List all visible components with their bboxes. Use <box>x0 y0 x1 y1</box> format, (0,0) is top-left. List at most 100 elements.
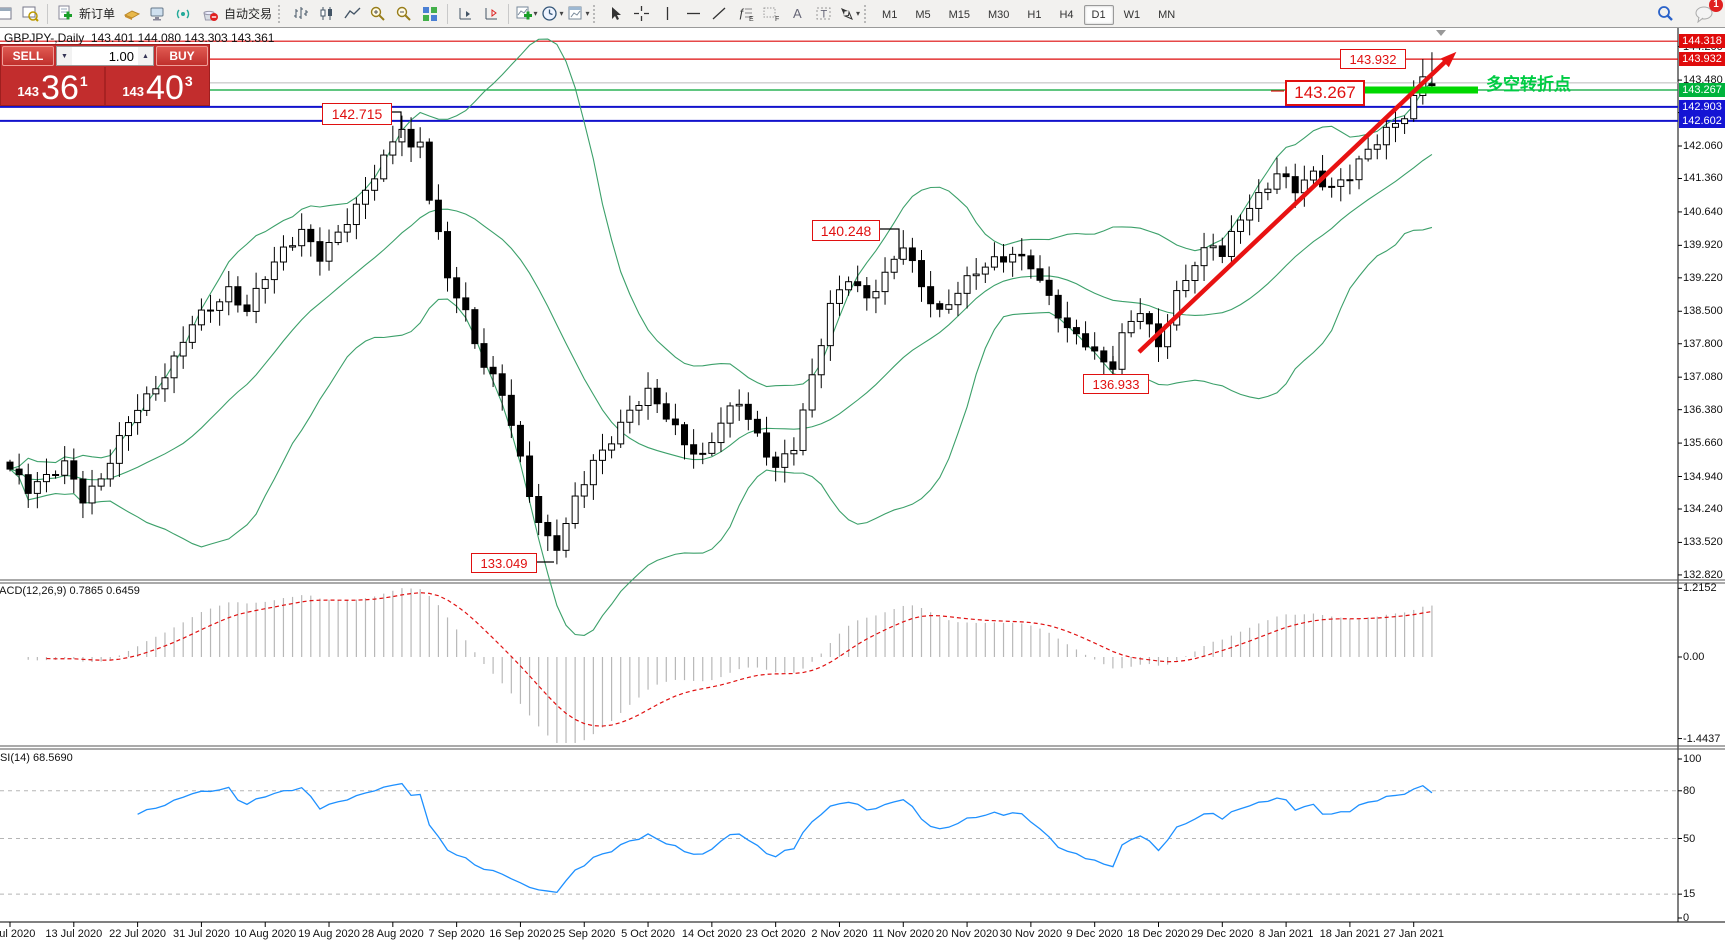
price-axis-tick: 137.800 <box>1683 337 1723 350</box>
date-axis-label: 22 Jul 2020 <box>109 928 167 940</box>
date-axis-label: 30 Nov 2020 <box>999 928 1063 940</box>
trendline-icon[interactable] <box>707 3 731 25</box>
timeframe-m1[interactable]: M1 <box>882 8 898 21</box>
price-level-badge: 143.932 <box>1679 52 1725 67</box>
navigator-icon[interactable] <box>146 3 170 25</box>
market-watch-icon[interactable] <box>120 3 144 25</box>
price-axis-tick: 140.640 <box>1683 205 1723 218</box>
date-axis-label: 2 Jul 2020 <box>0 928 36 940</box>
sell-price[interactable]: 143 36 1 <box>1 67 106 105</box>
svg-text:T: T <box>820 9 827 21</box>
sell-button[interactable]: SELL <box>2 46 54 66</box>
date-axis-label: 16 Sep 2020 <box>489 928 552 940</box>
timeframe-m15[interactable]: M15 <box>948 8 970 21</box>
price-axis-tick: 142.060 <box>1683 140 1723 152</box>
price-callout: 140.248 <box>812 220 880 241</box>
crosshair-icon[interactable] <box>629 3 653 25</box>
candlestick-chart-icon[interactable] <box>314 3 338 25</box>
autotrading-label[interactable]: 自动交易 <box>224 7 273 21</box>
date-axis-label: 18 Dec 2020 <box>1127 928 1190 940</box>
vline-icon[interactable] <box>655 3 679 25</box>
toolbar-handle <box>864 4 869 23</box>
timeframe-h1[interactable]: H1 <box>1027 8 1042 21</box>
date-axis-label: 13 Jul 2020 <box>45 928 103 940</box>
hline-icon[interactable] <box>681 3 705 25</box>
macd-axis-tick: -1.4437 <box>1683 732 1721 745</box>
volume-stepper: ▼ ▲ <box>56 46 154 66</box>
chat-icon[interactable]: 1 <box>1692 0 1723 25</box>
divider <box>508 3 510 24</box>
rsi-axis-tick: 50 <box>1683 832 1696 845</box>
sell-price-prefix: 143 <box>17 84 40 99</box>
date-axis-label: 8 Jan 2021 <box>1258 928 1314 940</box>
divider <box>447 3 449 24</box>
rsi-axis-tick: 15 <box>1683 888 1696 901</box>
bar-chart-icon[interactable] <box>288 3 312 25</box>
volume-input[interactable] <box>72 47 138 65</box>
new-order-label[interactable]: 新订单 <box>79 7 116 21</box>
timeframe-m30[interactable]: M30 <box>988 8 1010 21</box>
cursor-icon[interactable] <box>603 3 627 25</box>
zoom-in-icon[interactable] <box>366 3 390 25</box>
svg-text:F: F <box>775 16 779 22</box>
volume-increase-button[interactable]: ▲ <box>138 47 153 65</box>
date-axis-label: 14 Oct 2020 <box>681 928 742 940</box>
price-axis-tick: 139.920 <box>1683 239 1723 252</box>
svg-text:ƒ: ƒ <box>738 6 745 20</box>
signals-icon[interactable] <box>172 3 196 25</box>
chart-title: GBPJPY-,Daily 143.401 144.080 143.303 14… <box>4 31 275 45</box>
zoom-out-icon[interactable] <box>392 3 416 25</box>
toolbar-right: 1 <box>1652 0 1723 25</box>
sell-price-sup: 1 <box>79 73 88 89</box>
date-axis-label: 23 Oct 2020 <box>745 928 806 940</box>
buy-price[interactable]: 143 40 3 <box>106 67 209 105</box>
arrange-icon[interactable] <box>453 3 477 25</box>
timeframe-mn[interactable]: MN <box>1158 8 1176 21</box>
date-axis-label: 29 Dec 2020 <box>1191 928 1254 940</box>
price-axis-tick: 138.500 <box>1683 305 1723 318</box>
date-axis-label: 2 Nov 2020 <box>811 928 868 940</box>
date-axis-label: 9 Dec 2020 <box>1066 928 1123 940</box>
sell-price-big: 36 <box>41 69 79 107</box>
date-axis-label: 7 Sep 2020 <box>428 928 485 940</box>
buy-button[interactable]: BUY <box>156 46 208 66</box>
timeframe-group: M1 M5 M15 M30 H1 H4 D1 W1 MN <box>873 4 1184 25</box>
new-order-icon[interactable] <box>53 3 77 25</box>
chart-annotation: 多空转折点 <box>1486 75 1571 94</box>
price-callout: 142.715 <box>322 103 392 125</box>
autotrading-icon[interactable] <box>198 3 222 25</box>
timeframe-d1[interactable]: D1 <box>1083 4 1114 25</box>
date-axis-label: 20 Nov 2020 <box>935 928 999 940</box>
indicators-icon[interactable]: ▾ <box>514 3 538 25</box>
timeframe-w1[interactable]: W1 <box>1123 8 1141 21</box>
date-axis-label: 10 Aug 2020 <box>234 928 297 940</box>
divider <box>47 3 48 24</box>
search-icon[interactable] <box>1653 3 1677 25</box>
timeframe-m5[interactable]: M5 <box>915 8 931 21</box>
track-icon[interactable] <box>479 3 503 25</box>
periods-icon[interactable]: ▾ <box>540 3 564 25</box>
trade-panel-top-row: SELL ▼ ▲ BUY <box>1 45 209 67</box>
toolbar-handle <box>278 4 283 23</box>
window-icon[interactable] <box>0 3 16 25</box>
templates-icon[interactable]: ▾ <box>566 3 590 25</box>
volume-decrease-button[interactable]: ▼ <box>57 47 72 65</box>
notification-badge: 1 <box>1709 0 1723 12</box>
label-icon[interactable]: T <box>811 3 835 25</box>
price-callout: 143.932 <box>1340 49 1406 69</box>
price-axis-tick: 135.660 <box>1683 437 1723 450</box>
text-icon[interactable]: A <box>785 3 809 25</box>
tile-windows-icon[interactable] <box>418 3 442 25</box>
arrows-icon[interactable]: ▾ <box>837 3 861 25</box>
date-axis-label: 11 Nov 2020 <box>872 928 935 940</box>
grid-icon[interactable]: F <box>759 3 783 25</box>
line-chart-icon[interactable] <box>340 3 364 25</box>
data-window-icon[interactable] <box>18 3 42 25</box>
price-axis-tick: 134.940 <box>1683 470 1723 483</box>
buy-price-sup: 3 <box>184 73 193 89</box>
timeframe-h4[interactable]: H4 <box>1059 8 1074 21</box>
